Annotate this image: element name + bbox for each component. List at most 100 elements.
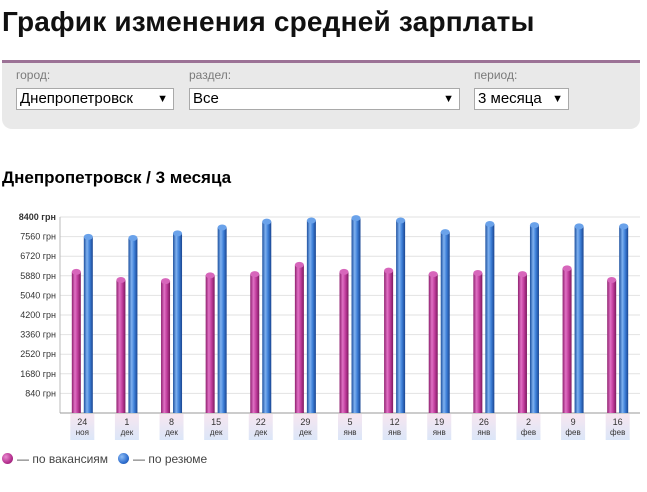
bar-resumes-cap xyxy=(217,224,227,231)
y-tick-label: 4200 грн xyxy=(20,310,56,320)
bar-vacancies xyxy=(384,270,394,413)
bar-vacancies xyxy=(562,268,572,413)
x-tick-label-month: дек xyxy=(121,428,134,437)
legend-item-vacancies: — по вакансиям xyxy=(2,452,108,466)
x-tick-label-month: фев xyxy=(610,428,625,437)
y-tick-label: 3360 грн xyxy=(20,330,56,340)
bar-resumes-cap xyxy=(440,229,450,236)
bar-resumes xyxy=(306,220,316,413)
x-tick-label-day: 29 xyxy=(300,417,310,427)
category-label-bg xyxy=(605,414,630,440)
x-tick-label-day: 8 xyxy=(169,417,174,427)
category-label-bg xyxy=(471,414,496,440)
y-tick-label: 2520 грн xyxy=(20,349,56,359)
x-tick-label-day: 16 xyxy=(613,417,623,427)
bar-vacancies xyxy=(250,274,260,413)
x-tick-label-day: 1 xyxy=(124,417,129,427)
bar-resumes-cap xyxy=(351,215,361,222)
section-filter-label: раздел: xyxy=(189,68,232,82)
bar-resumes xyxy=(619,226,629,413)
page-title: График изменения средней зарплаты xyxy=(2,6,535,37)
x-tick-label-month: дек xyxy=(254,428,267,437)
y-tick-label: 5880 грн xyxy=(20,271,56,281)
city-filter-label: город: xyxy=(16,68,51,82)
bar-vacancies-cap xyxy=(339,268,349,275)
period-select-value: 3 месяца xyxy=(478,90,542,107)
x-tick-label-month: дек xyxy=(210,428,223,437)
bar-resumes xyxy=(574,226,584,413)
bar-resumes xyxy=(262,221,272,413)
category-label-bg xyxy=(561,414,586,440)
x-tick-label-month: ноя xyxy=(76,428,89,437)
bar-resumes xyxy=(128,238,138,413)
x-tick-label-day: 15 xyxy=(211,417,221,427)
category-label-bg xyxy=(159,414,184,440)
category-label-bg xyxy=(248,414,273,440)
bar-resumes-cap xyxy=(173,230,183,237)
category-label-bg xyxy=(338,414,362,440)
legend-label-vacancies: — по вакансиям xyxy=(17,452,109,466)
category-label-bg xyxy=(293,414,318,440)
x-tick-label-month: янв xyxy=(477,428,490,437)
x-tick-label-month: дек xyxy=(299,428,312,437)
x-tick-label-day: 26 xyxy=(479,417,489,427)
filter-panel: город: Днепропетровск ▼ раздел: Все ▼ пе… xyxy=(2,60,640,129)
legend-dot-resumes xyxy=(118,453,129,464)
bar-resumes-cap xyxy=(619,223,629,230)
bar-vacancies xyxy=(205,275,215,413)
bar-resumes xyxy=(529,225,539,413)
x-tick-label-day: 19 xyxy=(434,417,444,427)
section-select-value: Все xyxy=(193,90,219,107)
y-tick-label: 840 грн xyxy=(25,388,56,398)
bar-vacancies xyxy=(428,274,438,413)
bar-vacancies-cap xyxy=(562,265,572,272)
bar-vacancies-cap xyxy=(517,271,527,278)
triangle-down-icon: ▼ xyxy=(552,93,563,105)
bar-vacancies xyxy=(607,280,617,413)
triangle-down-icon: ▼ xyxy=(157,93,168,105)
bar-resumes-cap xyxy=(396,217,406,224)
bar-vacancies-cap xyxy=(205,272,215,279)
legend-label-resumes: — по резюме xyxy=(133,452,208,466)
category-label-bg xyxy=(114,414,139,440)
bar-resumes-cap xyxy=(529,222,539,229)
bar-vacancies xyxy=(473,273,483,413)
legend-item-resumes: — по резюме xyxy=(118,452,207,466)
bar-vacancies xyxy=(71,271,81,413)
y-tick-label: 8400 грн xyxy=(19,212,56,222)
bar-vacancies-cap xyxy=(161,278,171,285)
period-select[interactable]: 3 месяца ▼ xyxy=(474,88,569,110)
x-tick-label-month: дек xyxy=(165,428,178,437)
category-label-bg xyxy=(516,414,541,440)
bar-resumes-cap xyxy=(83,233,93,240)
bar-resumes-cap xyxy=(128,235,138,241)
x-tick-label-day: 5 xyxy=(347,417,352,427)
bar-vacancies xyxy=(294,264,304,413)
bar-vacancies xyxy=(517,274,527,413)
bar-resumes xyxy=(83,236,93,413)
bar-resumes xyxy=(485,224,495,413)
bar-vacancies-cap xyxy=(473,270,483,276)
y-tick-label: 7560 грн xyxy=(20,232,56,242)
bar-vacancies xyxy=(116,280,126,413)
x-tick-label-day: 2 xyxy=(526,417,531,427)
x-tick-label-day: 24 xyxy=(77,417,87,427)
section-select[interactable]: Все ▼ xyxy=(189,88,460,110)
bar-vacancies-cap xyxy=(71,268,81,275)
bar-resumes-cap xyxy=(574,223,584,230)
bar-resumes-cap xyxy=(262,218,272,225)
salary-chart: 840 грн 1680 грн 2520 грн 3360 грн 4200 грн 5… xyxy=(19,212,640,440)
bar-resumes xyxy=(440,232,450,413)
period-filter-label: период: xyxy=(474,68,518,82)
legend-dot-vacancies xyxy=(2,453,13,464)
category-label-bg xyxy=(427,414,452,440)
bar-resumes-cap xyxy=(485,221,495,227)
bar-resumes xyxy=(217,227,227,413)
y-tick-label: 1680 грн xyxy=(20,369,56,379)
x-tick-label-month: фев xyxy=(521,428,536,437)
category-label-bg xyxy=(70,414,95,440)
city-select[interactable]: Днепропетровск ▼ xyxy=(16,88,174,110)
chart-title: Днепропетровск / 3 месяца xyxy=(2,168,232,187)
category-label-bg xyxy=(204,414,229,440)
y-tick-label: 5040 грн xyxy=(20,290,56,300)
